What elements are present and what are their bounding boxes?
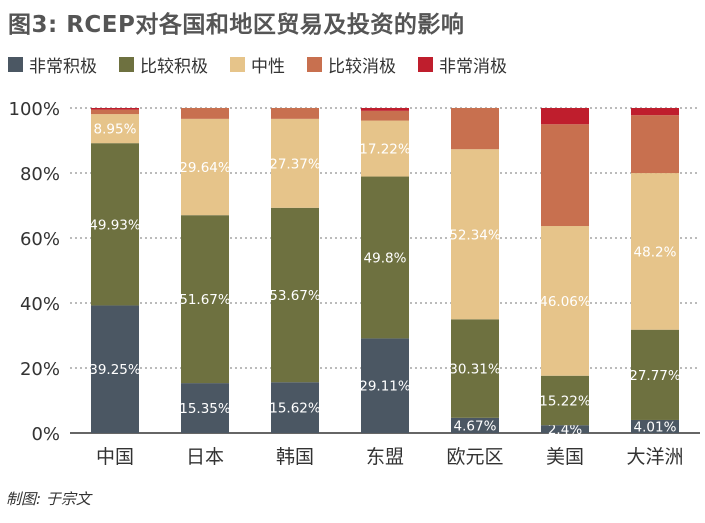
data-label: 53.67% xyxy=(269,288,321,304)
bar-segment xyxy=(541,124,589,227)
x-tick-label: 韩国 xyxy=(276,446,314,468)
legend-item: 比较积极 xyxy=(119,52,208,77)
data-label: 15.22% xyxy=(539,393,591,409)
legend-swatch xyxy=(307,57,322,72)
data-label: 52.34% xyxy=(449,227,501,243)
data-label: 51.67% xyxy=(179,292,231,308)
legend-label: 比较积极 xyxy=(140,57,208,77)
legend-label: 比较消极 xyxy=(328,57,396,77)
legend-swatch xyxy=(418,57,433,72)
y-tick-label: 60% xyxy=(20,229,60,250)
chart-legend: 非常积极 比较积极 中性 比较消极 非常消极 xyxy=(8,52,529,77)
bar-segment xyxy=(361,120,409,177)
bar-segment xyxy=(181,118,229,216)
x-tick-label: 日本 xyxy=(186,446,224,468)
legend-item: 非常积极 xyxy=(8,52,97,77)
data-label: 30.31% xyxy=(449,362,501,378)
data-label: 4.67% xyxy=(454,418,497,434)
legend-label: 非常积极 xyxy=(29,57,97,77)
bar-segment xyxy=(91,305,139,433)
y-tick-label: 0% xyxy=(31,424,60,445)
x-tick-label: 东盟 xyxy=(366,446,404,468)
data-label: 27.37% xyxy=(269,156,321,172)
bar-segment xyxy=(631,108,679,116)
x-tick-label: 大洋洲 xyxy=(626,446,683,468)
bar-segment xyxy=(181,215,229,384)
bar-segment xyxy=(271,118,319,208)
bar-segment xyxy=(361,338,409,433)
bar-segment xyxy=(271,382,319,433)
y-tick-label: 80% xyxy=(20,164,60,185)
data-label: 4.01% xyxy=(634,419,677,435)
bar-segment xyxy=(271,108,319,119)
y-tick-label: 40% xyxy=(20,294,60,315)
data-label: 29.11% xyxy=(359,379,411,395)
legend-swatch xyxy=(119,57,134,72)
stacked-bar-chart: 0% 20% 40% 60% 80% 100% 39.25% 49.93% 8.95% 中国 15.… xyxy=(9,99,700,468)
bar-segment xyxy=(361,110,409,121)
bar-segment xyxy=(91,114,139,144)
data-label: 49.93% xyxy=(89,217,141,233)
bar-segment xyxy=(451,319,499,418)
data-label: 27.77% xyxy=(629,368,681,384)
bar-segment xyxy=(631,173,679,330)
data-label: 15.62% xyxy=(269,401,321,417)
legend-item: 中性 xyxy=(230,52,285,77)
bar-segment xyxy=(541,375,589,426)
data-label: 46.06% xyxy=(539,294,591,310)
y-tick-label: 20% xyxy=(20,359,60,380)
bar-segment xyxy=(91,109,139,115)
bar-segment xyxy=(91,143,139,306)
legend-swatch xyxy=(8,57,23,72)
legend-label: 非常消极 xyxy=(439,57,507,77)
legend-item: 比较消极 xyxy=(307,52,396,77)
bar-segment xyxy=(271,207,319,383)
bar-segment xyxy=(541,108,589,125)
bar-segment xyxy=(541,425,589,433)
bar-segment xyxy=(451,108,499,150)
bar-segment xyxy=(451,417,499,433)
data-label: 8.95% xyxy=(94,122,137,138)
bar-segment xyxy=(361,108,409,111)
bar-segment xyxy=(361,176,409,339)
x-tick-label: 欧元区 xyxy=(446,446,503,468)
y-tick-label: 100% xyxy=(9,99,60,120)
data-label: 15.35% xyxy=(179,401,231,417)
x-tick-label: 中国 xyxy=(96,446,134,468)
data-label: 39.25% xyxy=(89,362,141,378)
bar-segment xyxy=(181,383,229,433)
chart-credit: 制图: 于宗文 xyxy=(6,490,91,508)
data-label: 17.22% xyxy=(359,142,411,158)
bar-segment xyxy=(451,149,499,320)
bar-segment xyxy=(181,108,229,119)
bar-segment xyxy=(631,419,679,433)
legend-item: 非常消极 xyxy=(418,52,507,77)
bar-segment xyxy=(541,226,589,376)
data-label: 29.64% xyxy=(179,160,231,176)
data-label: 49.8% xyxy=(364,250,407,266)
legend-label: 中性 xyxy=(251,57,285,77)
x-tick-label: 美国 xyxy=(546,446,584,468)
bar-segment xyxy=(91,108,139,110)
bar-segment xyxy=(631,329,679,420)
legend-swatch xyxy=(230,57,245,72)
data-label: 2.4% xyxy=(548,422,582,438)
chart-title: 图3: RCEP对各国和地区贸易及投资的影响 xyxy=(8,12,465,38)
bar-segment xyxy=(631,115,679,174)
data-label: 48.2% xyxy=(634,244,677,260)
